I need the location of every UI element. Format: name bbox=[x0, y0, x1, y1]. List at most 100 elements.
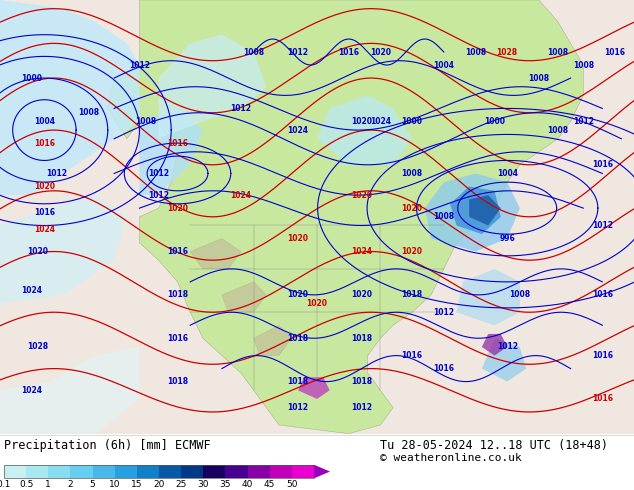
Text: 1028: 1028 bbox=[27, 343, 49, 351]
Text: 45: 45 bbox=[264, 480, 275, 490]
Polygon shape bbox=[317, 96, 412, 165]
Text: 1016: 1016 bbox=[167, 139, 188, 147]
Text: 1018: 1018 bbox=[287, 377, 309, 386]
Text: 1016: 1016 bbox=[433, 364, 455, 373]
Text: 1016: 1016 bbox=[592, 160, 613, 169]
Polygon shape bbox=[108, 0, 583, 434]
Bar bbox=[26, 465, 48, 478]
Text: 1012: 1012 bbox=[129, 61, 150, 70]
Text: 1016: 1016 bbox=[592, 291, 613, 299]
Text: 5: 5 bbox=[89, 480, 96, 490]
Polygon shape bbox=[190, 239, 241, 269]
Bar bbox=[269, 465, 292, 478]
Bar bbox=[247, 465, 269, 478]
Text: 1008: 1008 bbox=[528, 74, 550, 82]
Polygon shape bbox=[298, 377, 330, 399]
Text: 1008: 1008 bbox=[547, 48, 569, 56]
Bar bbox=[93, 465, 115, 478]
Polygon shape bbox=[0, 347, 139, 434]
Text: 0.5: 0.5 bbox=[19, 480, 34, 490]
Polygon shape bbox=[254, 325, 292, 356]
Text: 1016: 1016 bbox=[34, 139, 55, 147]
Text: 1024: 1024 bbox=[287, 125, 309, 135]
Text: 25: 25 bbox=[176, 480, 187, 490]
Text: 1012: 1012 bbox=[287, 48, 309, 56]
Text: 1012: 1012 bbox=[433, 308, 455, 317]
Text: 1008: 1008 bbox=[573, 61, 594, 70]
Bar bbox=[137, 465, 159, 478]
Text: 1: 1 bbox=[46, 480, 51, 490]
Polygon shape bbox=[139, 108, 203, 195]
Polygon shape bbox=[482, 338, 526, 382]
Polygon shape bbox=[469, 195, 501, 225]
Text: Tu 28-05-2024 12..18 UTC (18+48): Tu 28-05-2024 12..18 UTC (18+48) bbox=[380, 440, 608, 452]
Bar bbox=[4, 465, 26, 478]
Text: 1008: 1008 bbox=[401, 169, 423, 178]
Text: 15: 15 bbox=[131, 480, 143, 490]
Text: 1018: 1018 bbox=[167, 291, 188, 299]
Text: 1016: 1016 bbox=[401, 351, 423, 360]
Text: 1000: 1000 bbox=[401, 117, 423, 126]
Text: 1008: 1008 bbox=[78, 108, 100, 117]
Polygon shape bbox=[314, 465, 330, 478]
Text: 1012: 1012 bbox=[148, 191, 169, 199]
Text: 1004: 1004 bbox=[34, 117, 55, 126]
Text: 50: 50 bbox=[286, 480, 297, 490]
Bar bbox=[204, 465, 226, 478]
Text: 1004: 1004 bbox=[433, 61, 455, 70]
Bar bbox=[70, 465, 93, 478]
Text: 1016: 1016 bbox=[338, 48, 359, 56]
Text: 1020: 1020 bbox=[34, 182, 55, 191]
Text: 1008: 1008 bbox=[465, 48, 486, 56]
Polygon shape bbox=[450, 187, 501, 234]
Text: 1020: 1020 bbox=[351, 191, 372, 199]
Text: 1016: 1016 bbox=[167, 247, 188, 256]
Text: 1016: 1016 bbox=[604, 48, 626, 56]
Text: 1000: 1000 bbox=[21, 74, 42, 82]
Bar bbox=[159, 465, 181, 478]
Text: 1004: 1004 bbox=[496, 169, 518, 178]
Text: 996: 996 bbox=[500, 234, 515, 243]
Text: 1020: 1020 bbox=[306, 299, 328, 308]
Text: 1020: 1020 bbox=[351, 291, 372, 299]
Text: 1020: 1020 bbox=[370, 48, 391, 56]
Text: 20: 20 bbox=[153, 480, 165, 490]
Bar bbox=[181, 465, 204, 478]
Text: 1020: 1020 bbox=[287, 291, 309, 299]
Text: 1008: 1008 bbox=[243, 48, 264, 56]
Text: 1008: 1008 bbox=[547, 125, 569, 135]
Text: 1012: 1012 bbox=[230, 104, 252, 113]
Text: 1020: 1020 bbox=[401, 247, 423, 256]
Text: 1008: 1008 bbox=[509, 291, 531, 299]
Text: 1008: 1008 bbox=[135, 117, 157, 126]
Text: 30: 30 bbox=[198, 480, 209, 490]
Text: 1024: 1024 bbox=[230, 191, 252, 199]
Polygon shape bbox=[222, 282, 266, 312]
Text: 1012: 1012 bbox=[592, 221, 613, 230]
Text: 1012: 1012 bbox=[287, 403, 309, 412]
Text: 1024: 1024 bbox=[21, 286, 42, 295]
Text: 1018: 1018 bbox=[287, 334, 309, 343]
Polygon shape bbox=[0, 0, 139, 195]
Text: 1018: 1018 bbox=[351, 377, 372, 386]
Text: 1024: 1024 bbox=[370, 117, 391, 126]
Text: 1018: 1018 bbox=[401, 291, 423, 299]
Text: 0.1: 0.1 bbox=[0, 480, 11, 490]
Text: 1024: 1024 bbox=[34, 225, 55, 234]
Polygon shape bbox=[482, 334, 507, 356]
Polygon shape bbox=[0, 195, 127, 304]
Text: 35: 35 bbox=[219, 480, 231, 490]
Text: 10: 10 bbox=[109, 480, 120, 490]
Text: 1012: 1012 bbox=[351, 403, 372, 412]
Text: 1012: 1012 bbox=[496, 343, 518, 351]
Text: 1012: 1012 bbox=[46, 169, 68, 178]
Text: Precipitation (6h) [mm] ECMWF: Precipitation (6h) [mm] ECMWF bbox=[4, 440, 210, 452]
Text: 1018: 1018 bbox=[351, 334, 372, 343]
Text: 2: 2 bbox=[68, 480, 74, 490]
Bar bbox=[226, 465, 247, 478]
Polygon shape bbox=[456, 269, 520, 325]
Polygon shape bbox=[425, 173, 520, 251]
Text: 1020: 1020 bbox=[401, 204, 423, 213]
Bar bbox=[4, 465, 314, 478]
Polygon shape bbox=[158, 35, 266, 139]
